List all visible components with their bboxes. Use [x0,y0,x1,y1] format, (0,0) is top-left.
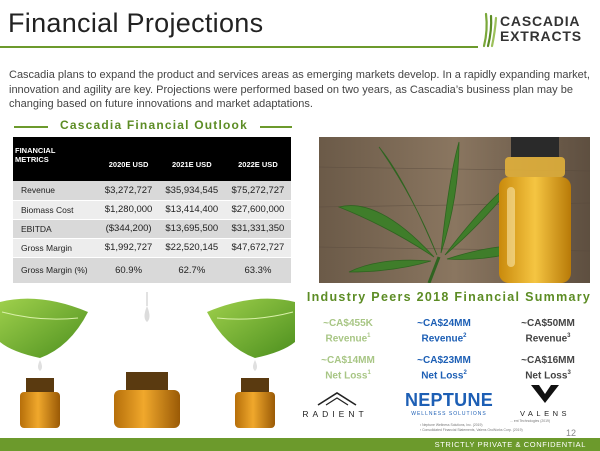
peer-valens: ~CA$50MM Revenue3 ~CA$16MM Net Loss3 [500,318,596,383]
peer-net-loss: ~CA$14MM Net Loss1 [300,355,396,382]
net-loss-label: Net Loss [421,370,464,382]
peer-neptune: ~CA$24MM Revenue2 ~CA$23MM Net Loss2 [396,318,492,383]
table-cell: 60.9% [98,257,159,284]
cannabis-oil-photo [319,137,590,283]
intro-paragraph: Cascadia plans to expand the product and… [9,69,590,110]
net-loss-label: Net Loss [325,370,368,382]
revenue-value: ~CA$455K [323,318,373,329]
financial-outlook-table: FINANCIAL METRICS 2020E USD 2021E USD 20… [13,137,291,284]
metrics-header: FINANCIAL METRICS [13,137,99,181]
page-title: Financial Projections [8,8,264,38]
heading-rule-right [260,126,292,128]
row-label: Biomass Cost [13,200,99,220]
radient-logo-icon [317,392,357,406]
net-loss-label: Net Loss [525,370,568,382]
peer-radient: ~CA$455K Revenue1 ~CA$14MM Net Loss1 [300,318,396,383]
footnote-ref: 1 [367,333,371,339]
table-row: Biomass Cost $1,280,000 $13,414,400 $27,… [13,200,291,220]
peer-revenue: ~CA$455K Revenue1 [300,318,396,345]
net-loss-value: ~CA$23MM [417,355,471,367]
revenue-value: ~CA$50MM [521,318,575,329]
row-label: EBITDA [13,219,99,239]
peer-net-loss: ~CA$16MM Net Loss3 [500,355,596,382]
table-cell: $22,520,145 [158,238,225,258]
column-header: 2022E USD [224,137,291,181]
page-number: 12 [566,428,577,438]
peer-net-loss: ~CA$23MM Net Loss2 [396,355,492,382]
peer-revenue: ~CA$50MM Revenue3 [500,318,596,345]
metrics-header-line-1: FINANCIAL [15,146,56,155]
revenue-label: Revenue [325,333,368,345]
table-cell: ($344,200) [98,219,159,239]
oil-drops-illustration [0,292,295,428]
footnote-ref: 3 [567,370,571,377]
leaf-stripes-icon [482,12,498,48]
confidential-label: STRICTLY PRIVATE & CONFIDENTIAL [434,440,586,449]
table-row: Gross Margin (%) 60.9% 62.7% 63.3% [13,257,291,284]
table-cell: $31,331,350 [224,219,291,239]
title-divider [0,46,478,48]
footnote-ref: 1 [367,370,371,377]
radient-logo-text: RADIENT [302,409,368,419]
peers-heading: Industry Peers 2018 Financial Summary [306,290,592,304]
table-cell: $47,672,727 [224,238,291,258]
table-cell: $1,992,727 [98,238,159,258]
footer-bar [0,438,600,451]
revenue-value: ~CA$24MM [417,318,471,329]
table-cell: $13,695,500 [158,219,225,239]
metrics-header-line-2: METRICS [15,155,49,164]
table-cell: $1,280,000 [98,200,159,220]
footnotes: ... ent Technologies (2019) ² Neptune We… [420,419,550,432]
footnote: ² Neptune Wellness Solutions, Inc. (2019… [420,423,483,428]
table-row: Gross Margin $1,992,727 $22,520,145 $47,… [13,238,291,258]
table-row: Revenue $3,272,727 $35,934,545 $75,272,7… [13,181,291,201]
footnote-ref: 3 [567,333,571,339]
footnote: ... ent Technologies (2019) [510,419,550,423]
table-cell: $35,934,545 [158,181,225,201]
outlook-heading-text: Cascadia Financial Outlook [60,118,248,132]
column-header: 2021E USD [158,137,225,181]
neptune-logo-text: NEPTUNE [404,390,494,410]
row-label: Revenue [13,181,99,201]
table-cell: $13,414,400 [158,200,225,220]
net-loss-value: ~CA$14MM [321,355,375,367]
revenue-label: Revenue [421,333,464,345]
row-label: Gross Margin [13,238,99,258]
table-cell: 63.3% [224,257,291,284]
company-logo: CASCADIA EXTRACTS [500,14,582,44]
revenue-label: Revenue [525,333,568,345]
table-cell: $27,600,000 [224,200,291,220]
outlook-heading: Cascadia Financial Outlook [14,118,294,134]
logo-line-1: CASCADIA [500,13,581,29]
heading-rule-left [14,126,48,128]
net-loss-value: ~CA$16MM [521,355,575,367]
logo-line-2: EXTRACTS [500,28,582,44]
valens-logo-icon [531,385,559,403]
peer-revenue: ~CA$24MM Revenue2 [396,318,492,345]
footnote-ref: 2 [463,370,467,377]
column-header: 2020E USD [98,137,159,181]
footnote: ³ Consolidated Financial Statements, Val… [420,427,523,432]
table-cell: 62.7% [158,257,225,284]
table-row: EBITDA ($344,200) $13,695,500 $31,331,35… [13,219,291,239]
table-cell: $3,272,727 [98,181,159,201]
table-cell: $75,272,727 [224,181,291,201]
valens-logo-text: VALENS [519,409,571,418]
row-label: Gross Margin (%) [13,257,99,284]
neptune-logo-subtitle: WELLNESS SOLUTIONS [411,411,487,417]
footnote-ref: 2 [463,333,467,339]
table-header-row: FINANCIAL METRICS 2020E USD 2021E USD 20… [13,137,291,181]
